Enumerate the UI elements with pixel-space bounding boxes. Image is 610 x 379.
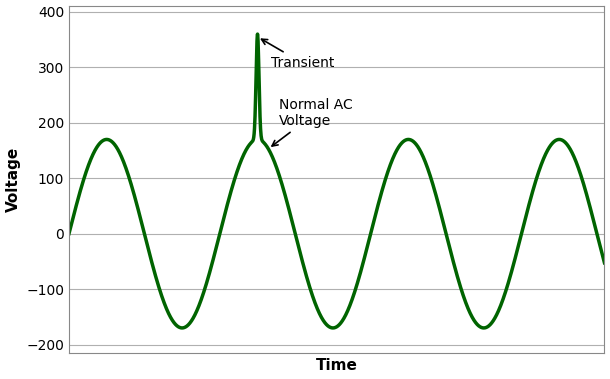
Text: Transient: Transient (262, 39, 334, 70)
Text: Normal AC
Voltage: Normal AC Voltage (272, 98, 353, 146)
Y-axis label: Voltage: Voltage (5, 147, 21, 212)
X-axis label: Time: Time (316, 359, 357, 373)
